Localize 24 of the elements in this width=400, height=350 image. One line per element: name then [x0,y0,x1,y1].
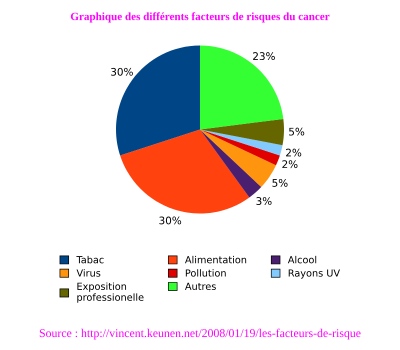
legend-label: Rayons UV [288,269,340,279]
pie-slice [200,130,262,198]
source-note: Source : http://vincent.keunen.net/2008/01/19/les-facteurs-de-risque [40,328,361,340]
pie-slice [200,130,280,166]
data-label: 5% [272,178,288,187]
data-label: 2% [282,160,298,168]
legend-label: Autres [184,282,216,290]
legend-label: Pollution [186,269,226,277]
data-label: 3% [256,197,272,205]
pie-slice [120,130,250,214]
pie-slice [200,46,284,130]
data-label: 30% [111,68,133,76]
data-label: 2% [286,148,302,157]
data-label: 5% [289,128,304,136]
pie-slice [200,130,283,156]
legend-label: Alcool [288,256,316,264]
chart-title: Graphique des différents facteurs de risques du cancer [70,12,330,22]
legend-label: Exposition professionelle [77,282,144,303]
legend-label: Virus [76,269,100,277]
legend-label: Alimentation [184,256,246,264]
legend-label: Tabac [76,256,104,264]
pie-slice [200,118,284,146]
data-label: 23% [253,52,275,60]
data-label: 30% [159,216,182,224]
